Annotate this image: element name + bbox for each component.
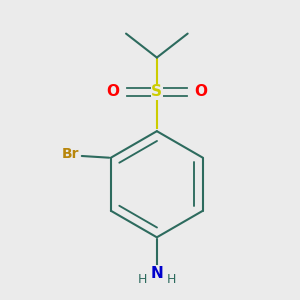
Text: N: N [151,266,163,281]
Text: O: O [194,84,207,99]
Text: S: S [151,84,162,99]
Text: H: H [138,273,147,286]
Text: O: O [106,84,119,99]
Text: Br: Br [62,147,80,161]
Text: H: H [167,273,176,286]
